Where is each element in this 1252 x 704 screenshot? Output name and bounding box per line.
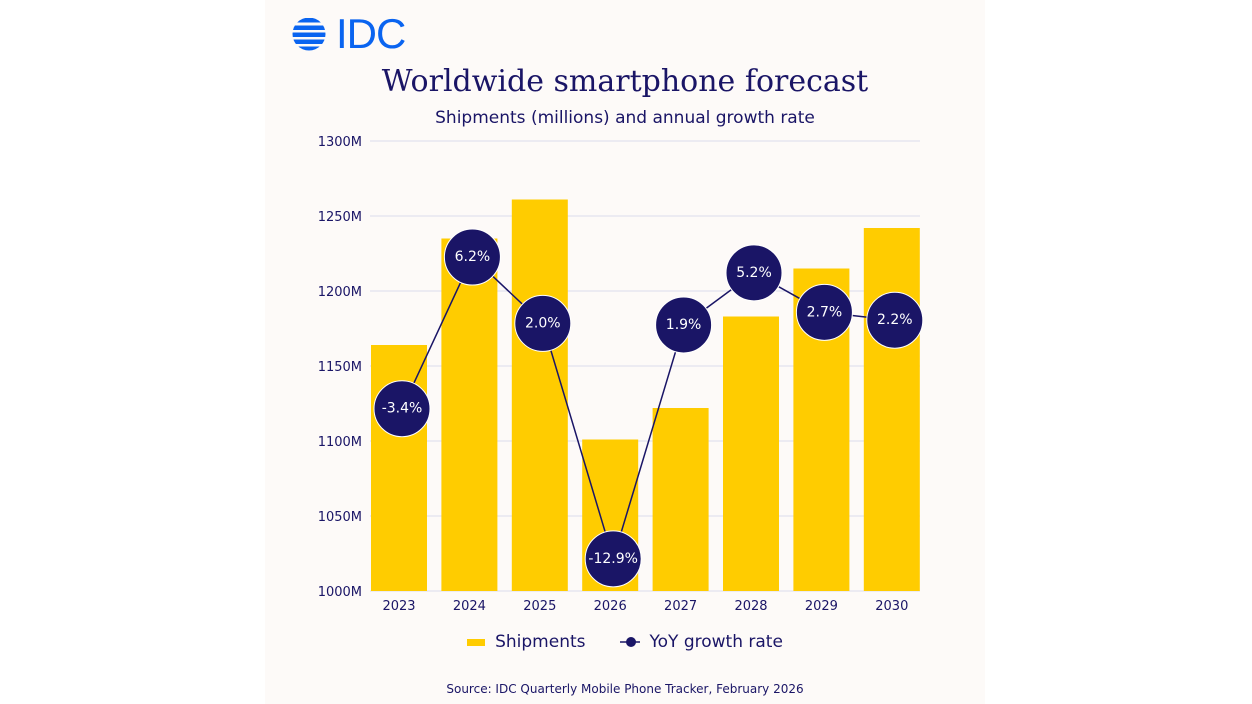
y-tick-label: 1100M	[318, 435, 362, 450]
bar	[511, 199, 568, 591]
y-tick-label: 1250M	[318, 210, 362, 225]
growth-label: 6.2%	[455, 249, 491, 265]
y-tick-label: 1300M	[318, 135, 362, 150]
y-tick-label: 1050M	[318, 510, 362, 525]
growth-label: 5.2%	[736, 265, 772, 281]
growth-label: -12.9%	[588, 551, 638, 567]
growth-label: 2.7%	[807, 304, 843, 320]
bar	[652, 408, 709, 591]
globe-stripes-icon	[292, 18, 326, 51]
y-tick-label: 1200M	[318, 285, 362, 300]
growth-point	[584, 530, 642, 588]
growth-point	[725, 244, 783, 302]
x-tick-label: 2030	[875, 599, 908, 614]
growth-label: 2.2%	[877, 312, 913, 328]
x-tick-label: 2023	[382, 599, 415, 614]
idc-logo: IDC	[292, 10, 406, 57]
bar	[723, 316, 779, 591]
x-tick-label: 2026	[594, 599, 627, 614]
logo-text: IDC	[336, 10, 406, 57]
chart-subtitle: Shipments (millions) and annual growth r…	[435, 108, 815, 128]
growth-point	[514, 294, 572, 352]
x-tick-label: 2028	[734, 599, 767, 614]
growth-point	[373, 380, 431, 438]
chart-title: Worldwide smartphone forecast	[381, 64, 869, 99]
legend-label: Shipments	[495, 632, 586, 652]
bar-swatch-icon	[467, 638, 486, 646]
bar	[863, 228, 920, 591]
growth-point	[655, 296, 713, 354]
y-tick-label: 1150M	[318, 360, 362, 375]
growth-label: 1.9%	[666, 317, 702, 333]
growth-point	[795, 283, 853, 341]
x-tick-label: 2027	[664, 599, 697, 614]
legend-item-growth: YoY growth rate	[619, 632, 783, 652]
y-tick-label: 1000M	[318, 585, 362, 600]
bar	[441, 238, 498, 591]
growth-point	[443, 228, 501, 286]
growth-label: -3.4%	[382, 401, 423, 417]
x-tick-label: 2029	[805, 599, 838, 614]
x-tick-label: 2024	[453, 599, 486, 614]
growth-point	[866, 291, 924, 349]
line-marker-icon	[619, 637, 640, 647]
legend: Shipments YoY growth rate	[265, 632, 985, 652]
legend-label: YoY growth rate	[649, 632, 783, 652]
source-note: Source: IDC Quarterly Mobile Phone Track…	[446, 682, 804, 696]
growth-label: 2.0%	[525, 315, 561, 331]
legend-item-shipments: Shipments	[467, 632, 586, 652]
x-tick-label: 2025	[523, 599, 556, 614]
